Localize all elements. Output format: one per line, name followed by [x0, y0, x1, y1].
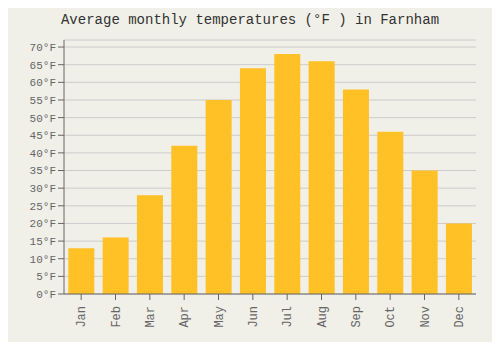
svg-text:Sep: Sep — [350, 306, 364, 328]
svg-text:40°F: 40°F — [30, 148, 56, 160]
svg-text:Jan: Jan — [75, 306, 89, 328]
svg-text:25°F: 25°F — [30, 201, 56, 213]
svg-text:55°F: 55°F — [30, 95, 56, 107]
svg-text:Nov: Nov — [419, 306, 433, 328]
svg-text:May: May — [213, 306, 227, 328]
svg-text:45°F: 45°F — [30, 130, 56, 142]
svg-text:65°F: 65°F — [30, 60, 56, 72]
svg-text:10°F: 10°F — [30, 254, 56, 266]
svg-text:15°F: 15°F — [30, 236, 56, 248]
svg-text:Oct: Oct — [384, 306, 398, 328]
svg-text:Jun: Jun — [247, 306, 261, 328]
svg-text:Feb: Feb — [110, 306, 124, 328]
svg-text:5°F: 5°F — [36, 271, 56, 283]
svg-text:20°F: 20°F — [30, 218, 56, 230]
svg-text:50°F: 50°F — [30, 113, 56, 125]
svg-text:Aug: Aug — [316, 306, 330, 328]
svg-text:30°F: 30°F — [30, 183, 56, 195]
svg-text:60°F: 60°F — [30, 77, 56, 89]
svg-text:Dec: Dec — [453, 306, 467, 328]
svg-text:35°F: 35°F — [30, 165, 56, 177]
svg-text:70°F: 70°F — [30, 42, 56, 54]
svg-text:0°F: 0°F — [36, 289, 56, 301]
svg-text:Mar: Mar — [144, 306, 158, 328]
svg-text:Jul: Jul — [281, 306, 295, 328]
html-text:Average monthly temperatures (: Average monthly temperatures (°F ) in Fa… — [61, 12, 439, 28]
svg-text:Apr: Apr — [178, 306, 192, 328]
